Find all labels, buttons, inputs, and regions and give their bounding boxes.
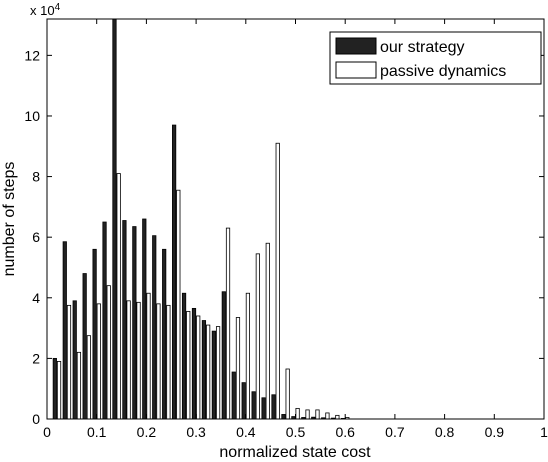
bar-our-strategy-9	[142, 218, 147, 420]
x-tick-label: 0.3	[186, 424, 206, 440]
x-tick-label: 0.2	[137, 424, 157, 440]
legend-swatch-our-strategy	[335, 37, 377, 55]
bar-passive-dynamics-8	[136, 301, 141, 420]
bar-passive-dynamics-4	[96, 303, 101, 420]
bar-passive-dynamics-9	[146, 292, 151, 420]
bar-passive-dynamics-17	[225, 227, 231, 420]
x-tick-label: 0.5	[286, 424, 306, 440]
bar-our-strategy-1	[62, 241, 67, 420]
x-tick-label: 0	[43, 424, 51, 440]
bar-passive-dynamics-16	[215, 326, 221, 420]
y-tick-label: 0	[32, 411, 40, 427]
x-tick-label: 0.9	[485, 424, 505, 440]
y-tick-label: 12	[24, 47, 40, 63]
bar-our-strategy-0	[52, 357, 57, 420]
y-tick-label: 8	[32, 169, 40, 185]
y-multiplier-exponent: 4	[55, 2, 61, 13]
bar-our-strategy-6	[112, 18, 117, 420]
bar-our-strategy-11	[162, 248, 167, 420]
y-tick-label: 6	[32, 229, 40, 245]
bar-passive-dynamics-22	[275, 142, 280, 420]
plot-frame	[46, 18, 545, 420]
y-axis-label: number of steps	[1, 162, 18, 277]
bar-our-strategy-18	[231, 371, 236, 420]
bar-passive-dynamics-18	[235, 317, 241, 420]
bar-passive-dynamics-26	[315, 409, 320, 420]
bar-our-strategy-7	[122, 220, 127, 420]
x-tick-label: 1	[540, 424, 548, 440]
bar-passive-dynamics-21	[265, 242, 270, 420]
legend-label-our-strategy: our strategy	[380, 39, 464, 56]
bar-our-strategy-20	[251, 391, 256, 420]
legend-swatch-passive-dynamics	[335, 61, 377, 79]
x-tick-label: 0.8	[435, 424, 455, 440]
x-tick-label: 0.1	[87, 424, 107, 440]
bar-passive-dynamics-13	[186, 311, 191, 420]
bar-passive-dynamics-14	[196, 315, 201, 420]
bar-passive-dynamics-20	[255, 253, 260, 420]
bar-our-strategy-14	[191, 307, 197, 420]
legend: our strategy passive dynamics	[329, 31, 542, 85]
bar-our-strategy-22	[271, 394, 276, 420]
bar-our-strategy-19	[241, 382, 246, 420]
y-multiplier-label: x 104	[30, 2, 61, 18]
bar-passive-dynamics-15	[206, 324, 211, 420]
bar-our-strategy-2	[72, 300, 77, 420]
y-tick-label: 2	[32, 350, 40, 366]
bar-our-strategy-10	[152, 235, 157, 420]
y-tick-label: 10	[24, 108, 40, 124]
bar-our-strategy-16	[211, 330, 216, 420]
x-tick-label: 0.4	[236, 424, 256, 440]
bar-our-strategy-5	[102, 221, 107, 420]
bar-passive-dynamics-3	[86, 335, 91, 420]
bar-our-strategy-17	[221, 291, 226, 420]
bar-passive-dynamics-10	[156, 303, 161, 420]
bar-passive-dynamics-1	[66, 304, 72, 420]
bar-passive-dynamics-2	[76, 351, 82, 420]
bar-our-strategy-3	[82, 273, 87, 420]
bar-our-strategy-13	[181, 292, 187, 420]
bar-passive-dynamics-25	[305, 409, 310, 420]
x-tick-label: 0.7	[385, 424, 405, 440]
bar-passive-dynamics-5	[106, 285, 111, 420]
bar-passive-dynamics-11	[166, 304, 171, 420]
bar-our-strategy-8	[132, 226, 137, 420]
bar-passive-dynamics-12	[176, 189, 181, 420]
legend-label-passive-dynamics: passive dynamics	[380, 63, 506, 80]
bar-passive-dynamics-0	[56, 361, 62, 420]
x-tick-label: 0.6	[335, 424, 355, 440]
bar-passive-dynamics-6	[116, 173, 121, 420]
x-axis-label: normalized state cost	[219, 444, 371, 461]
bar-our-strategy-12	[172, 124, 177, 420]
bar-passive-dynamics-23	[285, 368, 290, 420]
bar-our-strategy-15	[201, 320, 207, 420]
bar-passive-dynamics-28	[335, 414, 340, 420]
bar-passive-dynamics-19	[245, 292, 250, 420]
bar-passive-dynamics-27	[325, 412, 330, 420]
bar-passive-dynamics-24	[295, 407, 300, 420]
bar-our-strategy-23	[281, 414, 286, 420]
y-tick-label: 4	[32, 290, 40, 306]
bar-our-strategy-4	[92, 248, 97, 420]
x-tick-group: 0 0.1 0.2 0.3 0.4 0.5 0.6 0.7 0.8 0.9 1	[43, 19, 548, 440]
bar-our-strategy-21	[261, 397, 266, 420]
bar-passive-dynamics-7	[126, 300, 131, 420]
